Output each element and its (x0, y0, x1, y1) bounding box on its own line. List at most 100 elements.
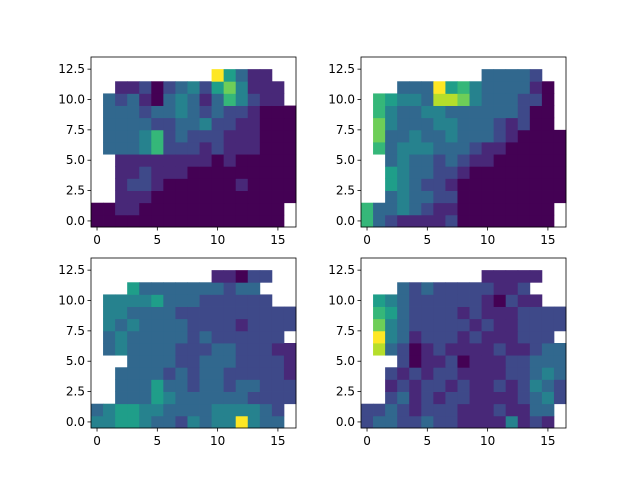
heatmap-cell (517, 318, 531, 332)
heatmap-cell (529, 355, 543, 368)
heatmap-cell (139, 154, 152, 167)
heatmap-cell (115, 117, 128, 131)
heatmap-cell (529, 129, 543, 143)
y-tick-label: 2.5 (336, 184, 355, 198)
heatmap-cell (457, 142, 470, 155)
heatmap-cell (235, 282, 249, 295)
heatmap-cell (151, 379, 164, 392)
heatmap-cell (433, 190, 446, 204)
heatmap-cell (223, 117, 237, 131)
heatmap-cell (115, 105, 128, 119)
heatmap-cell (457, 202, 470, 216)
heatmap-cell (433, 282, 446, 295)
heatmap-cell (199, 343, 212, 356)
heatmap-cell (397, 93, 410, 106)
heatmap-cell (493, 355, 507, 368)
heatmap-cell (421, 330, 434, 344)
heatmap-cell (529, 306, 543, 320)
heatmap-cell (505, 355, 519, 368)
heatmap-cell (433, 81, 446, 94)
heatmap-cell (493, 294, 507, 307)
heatmap-cell (385, 306, 398, 320)
heatmap-cell (493, 117, 507, 131)
heatmap-cell (199, 214, 212, 228)
heatmap-cell (247, 105, 261, 119)
y-tick-label: 7.5 (66, 324, 85, 338)
heatmap-cell (457, 415, 470, 429)
heatmap-cell (163, 129, 176, 143)
heatmap-cell (223, 318, 237, 332)
heatmap-cell (271, 367, 285, 380)
y-tick-label: 2.5 (66, 184, 85, 198)
y-tick-label: 5.0 (336, 153, 355, 167)
heatmap-cell (223, 294, 237, 307)
heatmap-cell (445, 330, 458, 344)
heatmap-cell (151, 154, 164, 167)
heatmap-cell (505, 270, 519, 283)
y-tick-label: 7.5 (336, 324, 355, 338)
heatmap-cell (493, 379, 507, 392)
heatmap-cell (445, 93, 458, 106)
heatmap-cell (199, 190, 212, 204)
heatmap-cell (175, 93, 188, 106)
heatmap-cell (211, 117, 225, 131)
heatmap-cell (175, 294, 188, 307)
heatmap-cell (505, 306, 519, 320)
heatmap-cell (409, 282, 422, 295)
heatmap-cell (115, 318, 128, 332)
heatmap-cell (493, 330, 507, 344)
heatmap-cell (493, 282, 507, 295)
heatmap-cell (151, 129, 164, 143)
heatmap-cell (529, 330, 543, 344)
heatmap-cell (541, 117, 555, 131)
heatmap-cell (187, 282, 200, 295)
heatmap-cell (517, 343, 531, 356)
heatmap-cell (283, 190, 297, 204)
heatmap-cell (235, 367, 249, 380)
y-tick-label: 0.0 (66, 415, 85, 429)
heatmap-cell (127, 282, 140, 295)
heatmap-cell (409, 318, 422, 332)
heatmap-cell (115, 379, 128, 392)
heatmap-cell (199, 142, 212, 155)
heatmap-cell (235, 93, 249, 106)
x-tick-label: 15 (540, 434, 555, 448)
heatmap-cell (139, 294, 152, 307)
heatmap-cell (175, 166, 188, 179)
heatmap-cell (409, 330, 422, 344)
heatmap-cell (271, 306, 285, 320)
heatmap-cell (493, 202, 507, 216)
heatmap-cell (385, 318, 398, 332)
heatmap-cell (433, 306, 446, 320)
y-tick-label: 10.0 (328, 294, 355, 308)
heatmap-cell (505, 214, 519, 228)
heatmap-cell (493, 69, 507, 82)
heatmap-cell (211, 129, 225, 143)
heatmap-cell (457, 105, 470, 119)
heatmap-cell (421, 105, 434, 119)
heatmap-cell (199, 318, 212, 332)
heatmap-cell (469, 306, 482, 320)
heatmap-cell (151, 166, 164, 179)
heatmap-cell (397, 343, 410, 356)
heatmap-cell (151, 142, 164, 155)
heatmap-cell (259, 415, 273, 429)
heatmap-cell (115, 330, 128, 344)
heatmap-cell (493, 93, 507, 106)
heatmap-cell (553, 379, 567, 392)
heatmap-cell (517, 367, 531, 380)
heatmap-cell (283, 105, 297, 119)
heatmap-cell (151, 105, 164, 119)
heatmap-cell (397, 355, 410, 368)
heatmap-cell (223, 154, 237, 167)
heatmap-cell (211, 270, 225, 283)
heatmap-cell (139, 178, 152, 191)
heatmap-cell (409, 415, 422, 429)
heatmap-cell (433, 415, 446, 429)
heatmap-cell (505, 105, 519, 119)
heatmap-cell (259, 117, 273, 131)
heatmap-cell (469, 129, 482, 143)
heatmap-cell (373, 117, 386, 131)
heatmap-cell (529, 403, 543, 417)
heatmap-cell (151, 415, 164, 429)
